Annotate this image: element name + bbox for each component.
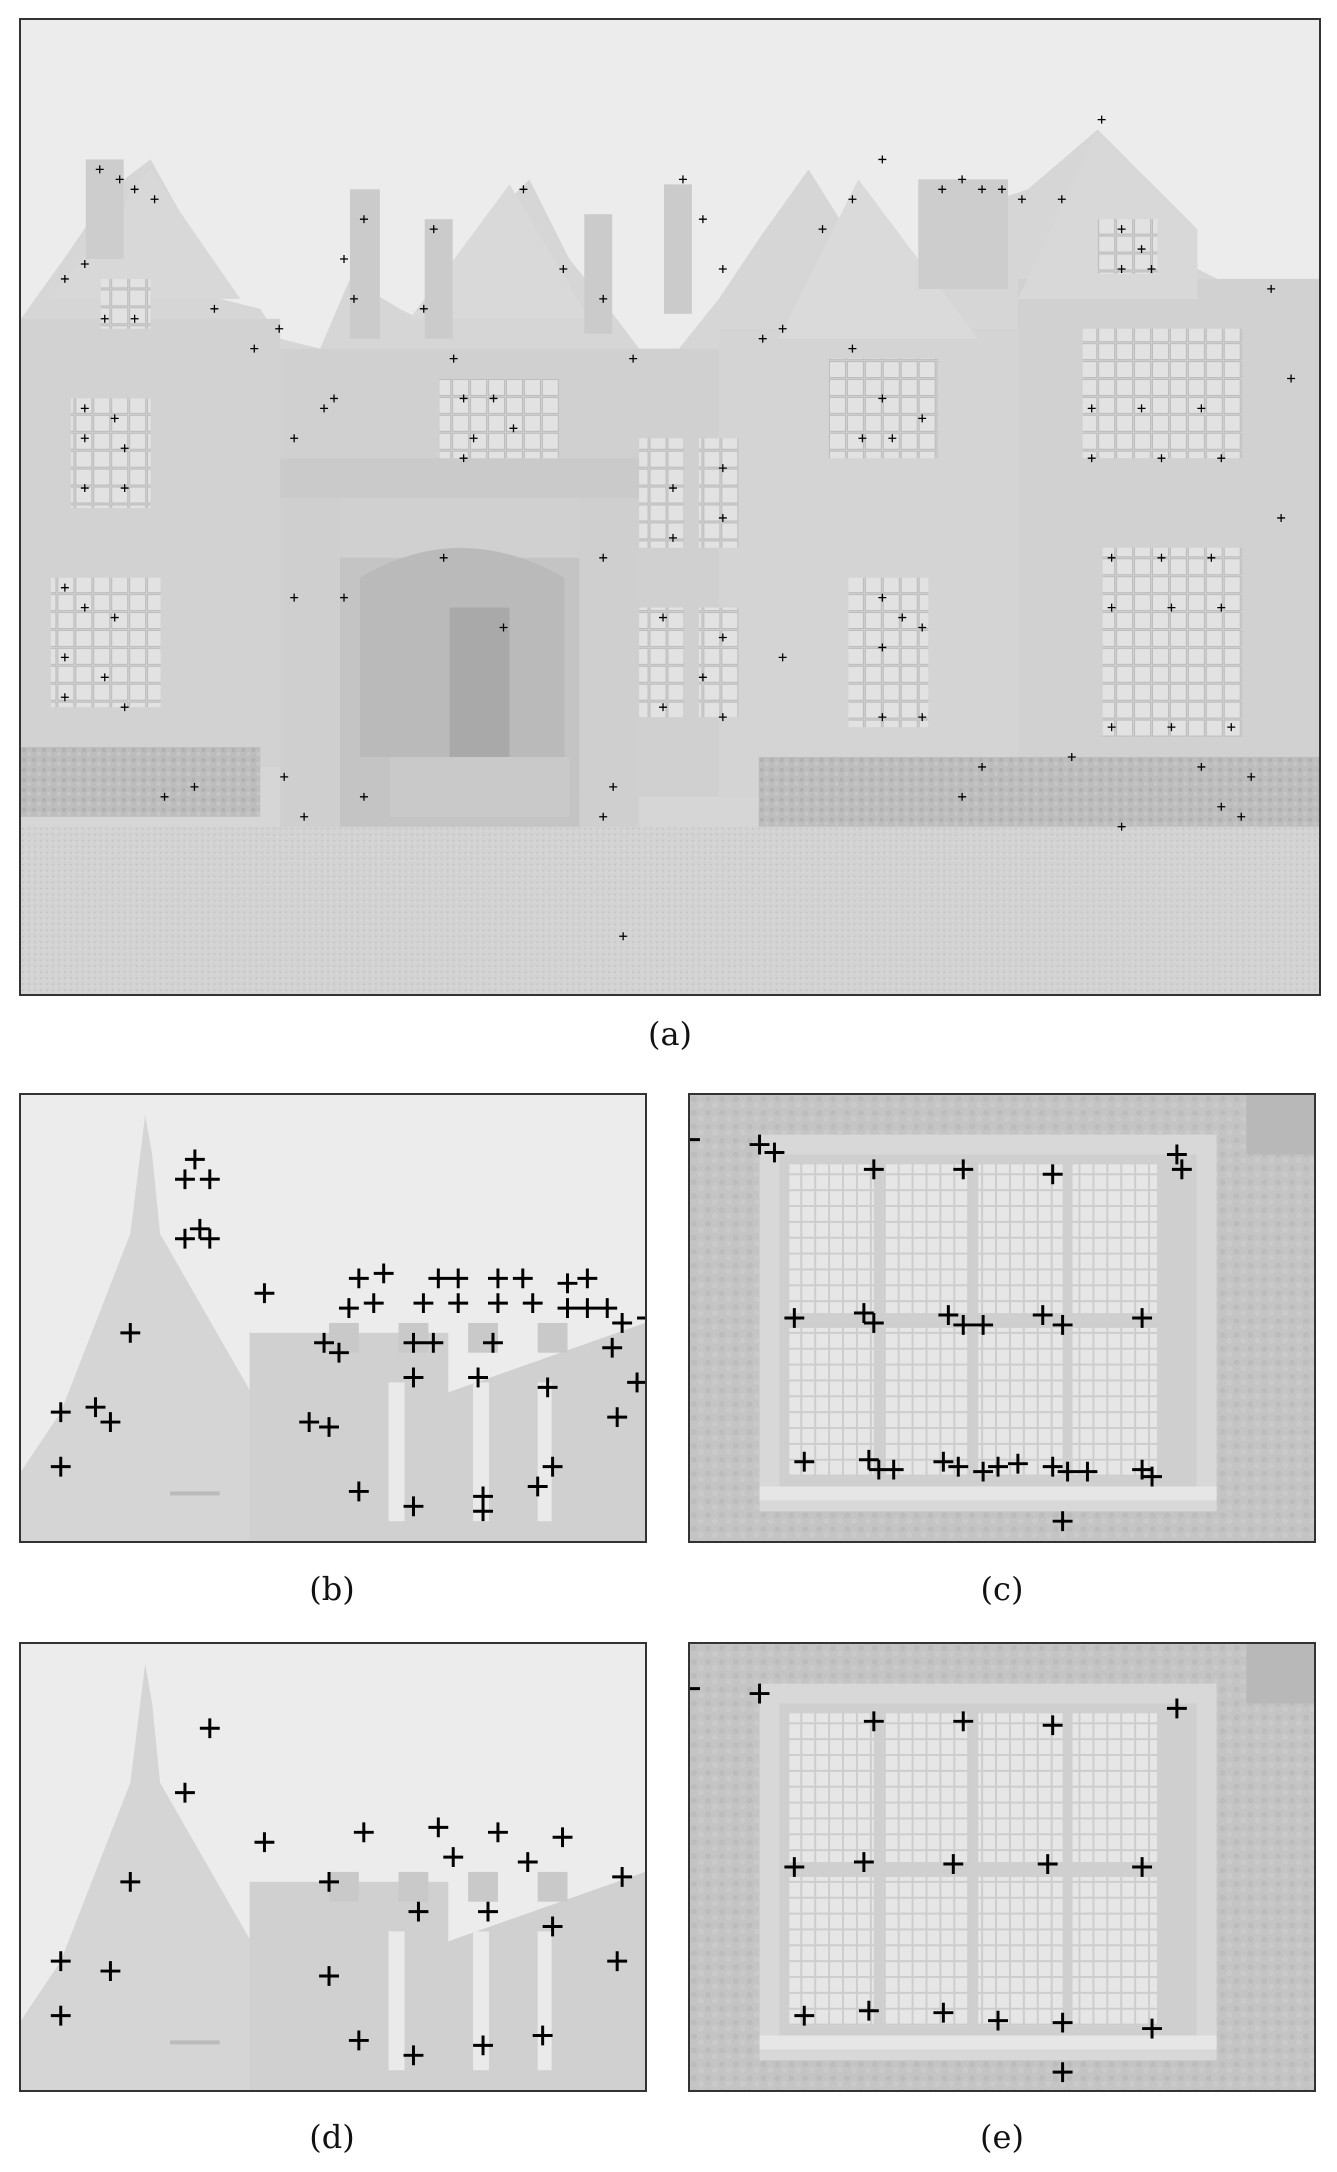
caption-c: (c) xyxy=(980,1570,1024,1608)
panel-a-photo xyxy=(19,18,1321,996)
panel-c-photo xyxy=(688,1093,1316,1543)
panel-c-image xyxy=(690,1095,1314,1541)
panel-e-photo xyxy=(688,1642,1316,2092)
panel-d-photo xyxy=(19,1642,647,2092)
caption-d: (d) xyxy=(309,2118,355,2156)
panel-e-image xyxy=(690,1644,1314,2090)
keypoint-markers xyxy=(690,1134,1192,1532)
keypoint-markers xyxy=(50,1718,633,2066)
caption-e: (e) xyxy=(980,2118,1024,2156)
caption-a: (a) xyxy=(647,1015,693,1053)
panel-b-photo xyxy=(19,1093,647,1543)
keypoint-markers xyxy=(50,1149,645,1522)
panel-b-image xyxy=(21,1095,645,1541)
keypoint-markers xyxy=(690,1683,1187,2083)
keypoint-markers xyxy=(60,115,1296,941)
panel-a-image xyxy=(21,20,1319,994)
caption-b: (b) xyxy=(309,1570,355,1608)
panel-d-image xyxy=(21,1644,645,2090)
